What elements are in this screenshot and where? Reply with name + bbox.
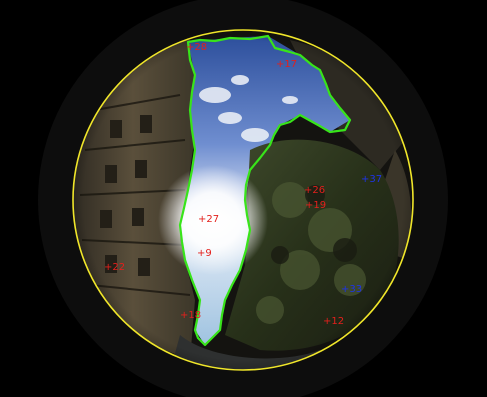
label-37: +37 [361, 174, 383, 185]
sky-boundary-outline [178, 34, 352, 347]
label-26: +26 [304, 185, 326, 196]
horizon-circle [72, 29, 414, 371]
label-12: +12 [323, 316, 345, 327]
label-27: +27 [198, 214, 220, 225]
label-28: +28 [186, 42, 208, 53]
label-22: +22 [104, 262, 126, 273]
label-19: +19 [305, 200, 327, 211]
label-9: +9 [197, 248, 212, 259]
label-17: +17 [276, 59, 298, 70]
label-33: +33 [341, 284, 363, 295]
label-18: +18 [180, 310, 202, 321]
